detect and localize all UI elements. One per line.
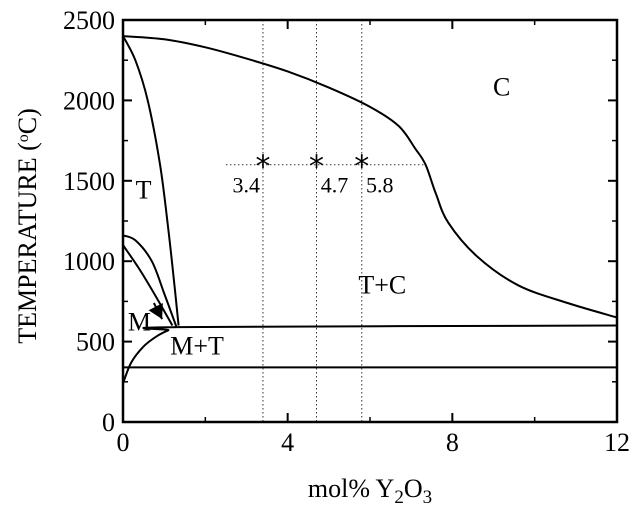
phase-boundary-curves	[122, 35, 618, 384]
x-tick-label: 4	[281, 428, 294, 457]
composition-markers: *3.4*4.7*5.8	[232, 150, 393, 198]
y-axis-title: TEMPERATURE (oC)	[13, 108, 42, 344]
composition-label: 5.8	[366, 173, 394, 198]
asterisk-marker: *	[354, 150, 369, 185]
x-tick-label: 0	[117, 428, 130, 457]
phase-boundary-line	[122, 234, 178, 328]
y-tick-label: 1500	[63, 167, 115, 196]
dotted-guide-lines	[225, 20, 426, 422]
y-tick-label: 0	[102, 408, 115, 437]
x-axis-title: mol% Y2O3	[308, 474, 432, 508]
arrow-head	[148, 302, 163, 320]
x-tick-label: 12	[604, 428, 630, 457]
y-tick-label: 2000	[63, 86, 115, 115]
axis-ticks: 0 4 8 12 0 500 1000 1500 2000 2500	[63, 6, 630, 457]
phase-region-label: T+C	[358, 270, 406, 299]
phase-boundary-line	[122, 324, 618, 384]
plot-frame	[121, 18, 619, 424]
phase-region-label: T	[136, 175, 152, 204]
asterisk-marker: *	[309, 150, 324, 185]
asterisk-marker: *	[255, 150, 270, 185]
transition-arrow	[148, 302, 163, 320]
phase-boundary-line	[122, 35, 180, 326]
phase-boundary-line	[122, 244, 174, 327]
phase-region-label: M+T	[170, 331, 224, 360]
x-tick-label: 8	[446, 428, 459, 457]
y-tick-label: 500	[76, 328, 115, 357]
phase-region-labels: C T T+C M M+T	[128, 73, 511, 361]
y-tick-label: 2500	[63, 6, 115, 35]
composition-label: 3.4	[232, 173, 260, 198]
y-tick-label: 1000	[63, 247, 115, 276]
phase-region-label: M	[128, 307, 151, 336]
phase-boundary-line	[122, 35, 618, 319]
phase-region-label: C	[493, 73, 510, 102]
composition-label: 4.7	[321, 173, 349, 198]
